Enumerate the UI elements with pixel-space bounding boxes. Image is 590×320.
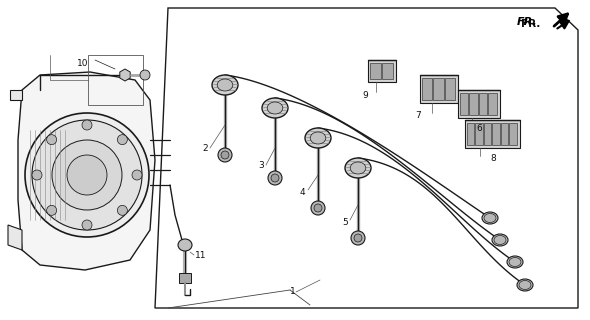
Circle shape	[47, 205, 57, 215]
Text: FR.: FR.	[517, 17, 538, 27]
Circle shape	[117, 135, 127, 145]
Circle shape	[140, 70, 150, 80]
Ellipse shape	[509, 258, 521, 267]
Circle shape	[271, 174, 279, 182]
Ellipse shape	[217, 79, 233, 91]
Text: 5: 5	[342, 218, 348, 227]
Text: 3: 3	[258, 161, 264, 170]
Bar	[368, 60, 396, 82]
Circle shape	[268, 171, 282, 185]
Bar	[501, 123, 509, 145]
Text: 11: 11	[195, 251, 206, 260]
Ellipse shape	[517, 279, 533, 291]
Bar	[445, 78, 455, 100]
Ellipse shape	[482, 212, 498, 224]
Bar	[465, 120, 520, 148]
Bar	[382, 63, 393, 79]
Ellipse shape	[519, 281, 531, 290]
Circle shape	[32, 170, 42, 180]
Polygon shape	[120, 69, 130, 81]
Ellipse shape	[484, 213, 496, 222]
Bar	[470, 93, 478, 115]
Circle shape	[117, 205, 127, 215]
Text: 8: 8	[490, 154, 496, 163]
Text: 1: 1	[290, 287, 296, 297]
Bar	[484, 123, 491, 145]
Bar	[370, 63, 381, 79]
Bar	[476, 123, 483, 145]
Bar	[420, 75, 458, 103]
Circle shape	[47, 135, 57, 145]
Circle shape	[82, 120, 92, 130]
Circle shape	[32, 120, 142, 230]
Text: 10: 10	[77, 59, 88, 68]
Text: 9: 9	[362, 91, 368, 100]
Polygon shape	[8, 225, 22, 250]
Bar	[493, 123, 500, 145]
Bar	[458, 90, 500, 118]
Ellipse shape	[345, 158, 371, 178]
Bar	[179, 273, 191, 283]
Circle shape	[52, 140, 122, 210]
Bar	[88, 55, 143, 105]
Bar	[510, 123, 517, 145]
Text: 2: 2	[202, 143, 208, 153]
Text: FR.: FR.	[520, 19, 540, 29]
Circle shape	[82, 220, 92, 230]
Circle shape	[218, 148, 232, 162]
Ellipse shape	[494, 236, 506, 244]
Circle shape	[314, 204, 322, 212]
Ellipse shape	[262, 98, 288, 118]
Circle shape	[132, 170, 142, 180]
Bar	[479, 93, 487, 115]
Circle shape	[25, 113, 149, 237]
Text: 6: 6	[476, 124, 482, 132]
Circle shape	[311, 201, 325, 215]
Circle shape	[351, 231, 365, 245]
Ellipse shape	[178, 239, 192, 251]
Ellipse shape	[305, 128, 331, 148]
Ellipse shape	[507, 256, 523, 268]
Polygon shape	[18, 72, 155, 270]
Bar	[422, 78, 432, 100]
Circle shape	[221, 151, 229, 159]
Text: 7: 7	[415, 110, 421, 119]
Ellipse shape	[492, 234, 508, 246]
Circle shape	[67, 155, 107, 195]
Ellipse shape	[267, 102, 283, 114]
Ellipse shape	[212, 75, 238, 95]
Bar	[489, 93, 497, 115]
Bar	[433, 78, 444, 100]
Bar	[460, 93, 468, 115]
Circle shape	[354, 234, 362, 242]
Polygon shape	[10, 90, 22, 100]
Bar	[467, 123, 474, 145]
Text: 4: 4	[300, 188, 306, 196]
Ellipse shape	[350, 162, 366, 174]
Ellipse shape	[310, 132, 326, 144]
